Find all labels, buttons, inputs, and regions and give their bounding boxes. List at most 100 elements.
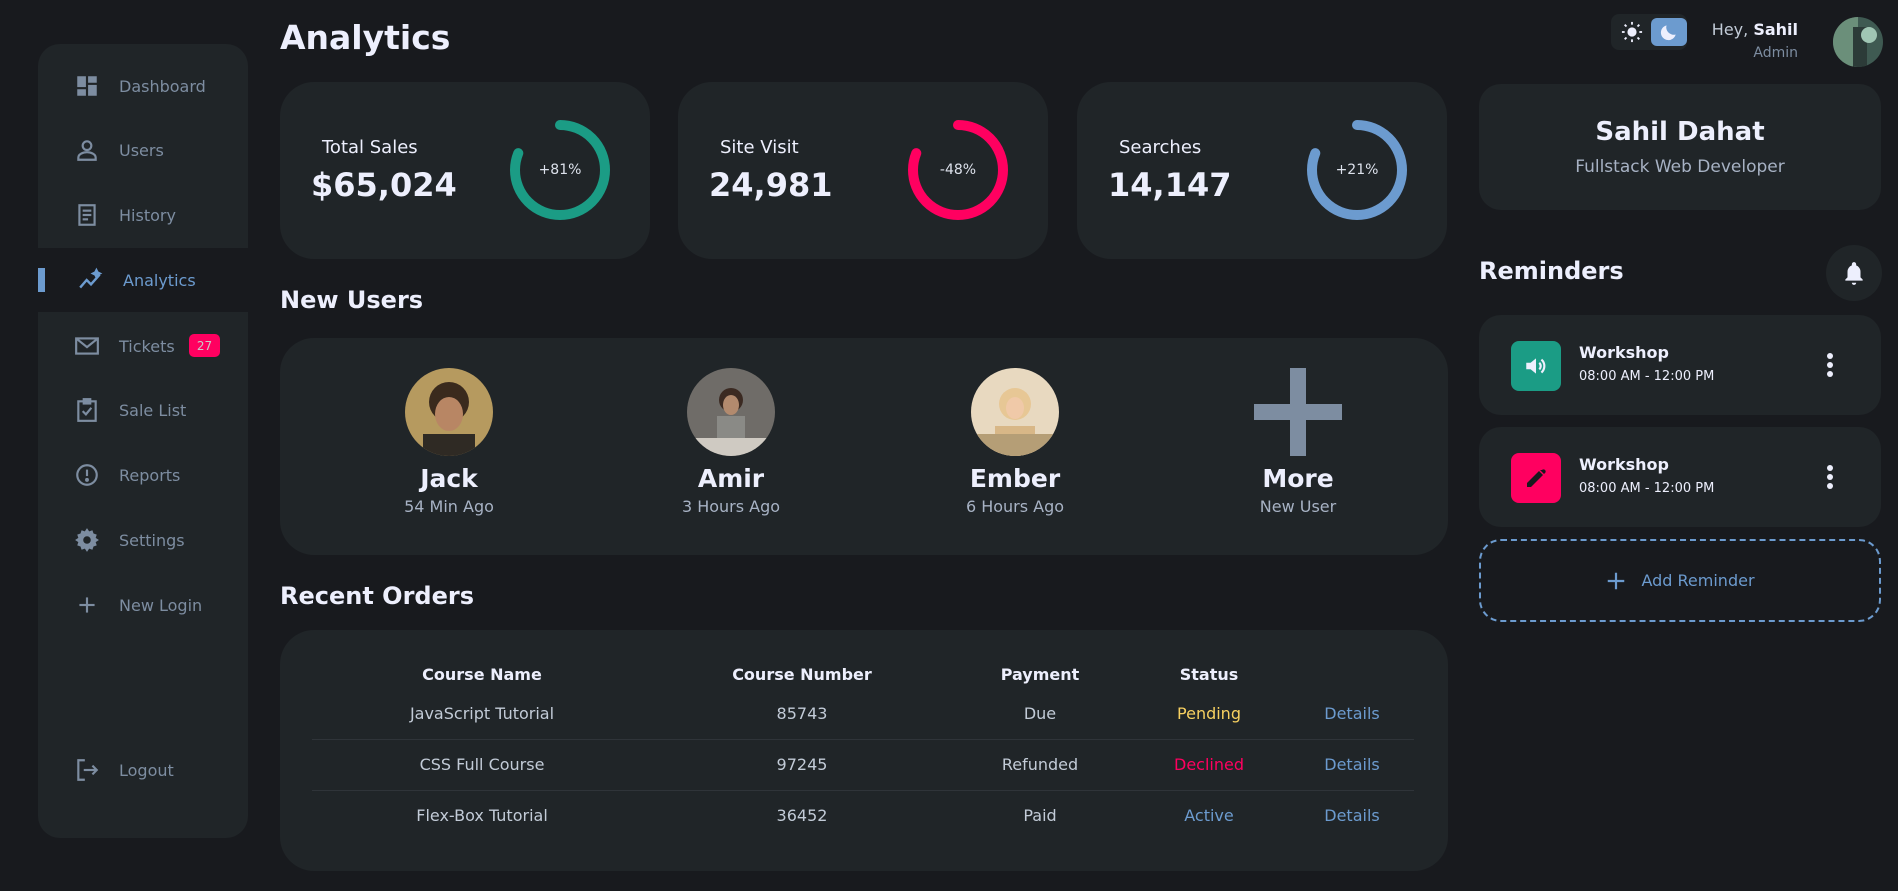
- user-role: Admin: [1753, 45, 1798, 61]
- progress-ring-arc: [908, 120, 1008, 220]
- sidebar-item-label: Tickets: [119, 336, 175, 356]
- logout-label: Logout: [119, 760, 174, 780]
- greeting-username: Sahil: [1753, 20, 1798, 39]
- column-header: Course Name: [422, 664, 542, 684]
- stat-value: 14,147: [1108, 166, 1232, 204]
- user-time: 6 Hours Ago: [965, 497, 1065, 516]
- stat-value: 24,981: [709, 166, 833, 204]
- change-percent: +81%: [538, 162, 582, 178]
- column-header-empty: [1290, 660, 1414, 688]
- tickets-count-badge: 27: [189, 334, 220, 357]
- stat-label: Total Sales: [322, 137, 418, 158]
- plus-icon: [1608, 572, 1625, 589]
- sidebar-item-dashboard[interactable]: Dashboard: [38, 54, 248, 118]
- user-name: Ember: [969, 464, 1061, 493]
- receipt-icon: [74, 202, 100, 228]
- notifications-button[interactable]: [1826, 245, 1882, 301]
- column-header: Course Number: [732, 664, 872, 684]
- sidebar-item-label: Users: [119, 140, 164, 160]
- sidebar-item-reports[interactable]: Reports: [38, 443, 248, 507]
- volume-icon: [1511, 341, 1561, 391]
- new-users-title: New Users: [280, 286, 424, 314]
- progress-ring-arc: [1307, 120, 1407, 220]
- user-name: Jack: [420, 464, 478, 493]
- progress-ring-arc: [510, 120, 610, 220]
- avatar[interactable]: [1833, 17, 1883, 67]
- active-indicator: [38, 268, 45, 292]
- user-card-jack[interactable]: Jack 54 Min Ago: [339, 368, 559, 516]
- sidebar-item-label: Dashboard: [119, 76, 206, 96]
- reminder-card[interactable]: Workshop 08:00 AM - 12:00 PM: [1479, 315, 1881, 415]
- sidebar-item-history[interactable]: History: [38, 183, 248, 247]
- sidebar-item-settings[interactable]: Settings: [38, 508, 248, 572]
- page-title: Analytics: [280, 18, 451, 57]
- bell-icon: [1845, 262, 1863, 285]
- profile-role: Fullstack Web Developer: [1575, 157, 1785, 177]
- logout-icon: [74, 757, 100, 783]
- details-link[interactable]: Details: [1324, 806, 1380, 826]
- moon-icon: [1651, 18, 1687, 46]
- stat-card-site-visit: Site Visit 24,981 -48%: [678, 82, 1048, 259]
- avatar: [687, 368, 775, 456]
- course-number: 85743: [652, 688, 952, 740]
- more-vert-icon[interactable]: [1826, 465, 1834, 489]
- user-time: 54 Min Ago: [404, 497, 494, 516]
- theme-toggle[interactable]: [1611, 14, 1687, 50]
- user-card-ember[interactable]: Ember 6 Hours Ago: [905, 368, 1125, 516]
- progress-ring: [908, 120, 1008, 220]
- column-header: Payment: [1000, 664, 1080, 684]
- pencil-icon: [1511, 453, 1561, 503]
- user-greeting: Hey, Sahil: [1600, 20, 1798, 39]
- progress-ring: [510, 120, 610, 220]
- gear-icon: [74, 527, 100, 553]
- change-percent: +21%: [1335, 162, 1379, 178]
- course-name: CSS Full Course: [312, 739, 652, 791]
- user-name: More: [1262, 464, 1334, 493]
- big-plus-icon: [1254, 368, 1342, 456]
- stat-card-searches: Searches 14,147 +21%: [1077, 82, 1447, 259]
- sidebar: Dashboard Users History Analytics Ticket…: [38, 44, 248, 838]
- table-row: CSS Full Course 97245 Refunded Declined …: [312, 739, 1414, 791]
- user-card-amir[interactable]: Amir 3 Hours Ago: [621, 368, 841, 516]
- recent-orders-title: Recent Orders: [280, 582, 474, 610]
- clipboard-check-icon: [74, 397, 100, 423]
- column-header: Status: [1179, 664, 1239, 684]
- sidebar-item-users[interactable]: Users: [38, 118, 248, 182]
- sidebar-item-label: Reports: [119, 465, 181, 485]
- stat-card-total-sales: Total Sales $65,024 +81%: [280, 82, 650, 259]
- dashboard-icon: [74, 73, 100, 99]
- status-badge: Active: [1184, 806, 1234, 826]
- course-number: 36452: [776, 806, 828, 826]
- sidebar-item-tickets[interactable]: Tickets 27: [38, 314, 248, 378]
- profile-name: Sahil Dahat: [1595, 117, 1765, 147]
- status-badge: Declined: [1128, 739, 1290, 791]
- course-name: JavaScript Tutorial: [312, 688, 652, 740]
- add-reminder-button[interactable]: Add Reminder: [1479, 539, 1881, 622]
- alert-circle-icon: [74, 462, 100, 488]
- insights-icon: [78, 267, 104, 293]
- sidebar-item-analytics[interactable]: Analytics: [38, 248, 248, 312]
- sidebar-item-label: History: [119, 205, 176, 225]
- table-header-row: Course Name Course Number Payment Status: [312, 660, 1414, 688]
- more-vert-icon[interactable]: [1826, 353, 1834, 377]
- sidebar-item-new-login[interactable]: New Login: [38, 573, 248, 637]
- reminder-card[interactable]: Workshop 08:00 AM - 12:00 PM: [1479, 427, 1881, 527]
- reminder-title: Workshop: [1579, 455, 1669, 474]
- reminders-title: Reminders: [1479, 257, 1624, 285]
- progress-ring: [1307, 120, 1407, 220]
- table-row: JavaScript Tutorial 85743 Due Pending De…: [312, 688, 1414, 740]
- logout-button[interactable]: Logout: [38, 738, 248, 802]
- avatar: [971, 368, 1059, 456]
- greeting-text: Hey,: [1711, 20, 1754, 39]
- sidebar-item-label: Analytics: [123, 270, 196, 290]
- sun-icon: [1621, 21, 1643, 43]
- details-link[interactable]: Details: [1290, 688, 1414, 740]
- sidebar-item-sale-list[interactable]: Sale List: [38, 378, 248, 442]
- more-users-button[interactable]: More New User: [1188, 368, 1408, 516]
- status-badge: Pending: [1128, 688, 1290, 740]
- stat-label: Site Visit: [720, 137, 799, 158]
- course-number: 97245: [652, 739, 952, 791]
- table-row: Flex-Box Tutorial 36452 Paid Active Deta…: [312, 790, 1414, 841]
- details-link[interactable]: Details: [1290, 739, 1414, 791]
- user-name: Amir: [697, 464, 765, 493]
